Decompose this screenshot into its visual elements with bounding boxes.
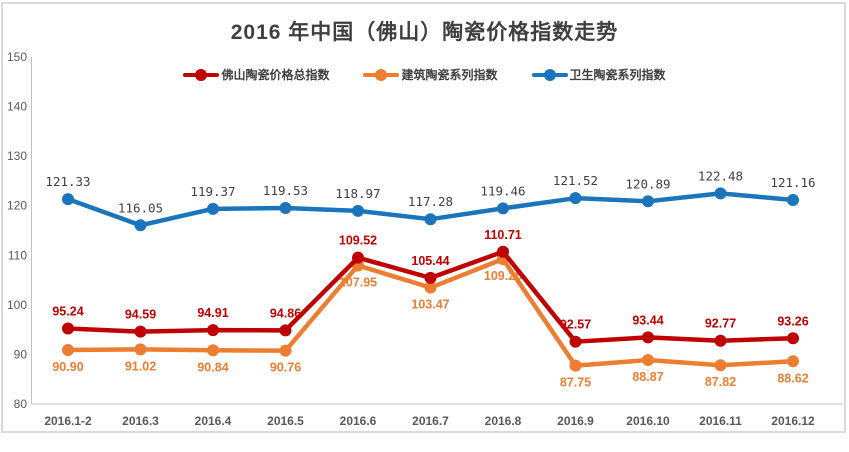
data-point-marker [207,202,219,215]
y-axis-tick-label: 80 [14,397,28,411]
data-point-label: 109.52 [339,234,377,248]
x-axis-tick-label: 2016.5 [267,414,304,428]
data-point-marker [569,359,582,372]
data-point-marker [497,202,509,215]
data-point-label: 90.76 [270,361,301,375]
legend-label: 卫生陶瓷系列指数 [569,68,666,82]
data-point-label: 94.91 [197,306,228,320]
data-point-label: 105.44 [411,254,449,268]
data-point-marker [134,325,147,338]
data-point-marker [352,251,364,264]
data-point-label: 119.37 [190,184,235,199]
data-point-marker [207,324,219,337]
data-point-label: 103.47 [411,298,449,312]
chart-legend: 佛山陶瓷价格总指数 建筑陶瓷系列指数 卫生陶瓷系列指数 [0,66,849,83]
data-point-marker [714,359,727,372]
data-point-label: 93.26 [777,314,808,328]
data-point-label: 95.24 [52,304,83,318]
x-axis-tick-label: 2016.4 [195,414,232,428]
data-point-label: 119.53 [263,183,308,198]
chart-title: 2016 年中国（佛山）陶瓷价格指数走势 [230,21,619,44]
data-point-marker [787,332,799,345]
data-point-label: 90.84 [197,360,228,374]
legend-label: 建筑陶瓷系列指数 [401,68,498,82]
y-axis-tick-label: 150 [7,50,27,64]
y-axis-tick-label: 90 [14,347,28,361]
data-point-marker [62,322,74,335]
data-point-label: 94.86 [270,306,301,320]
data-point-marker [569,335,582,348]
legend-line-dot-marker [183,68,220,81]
data-point-marker [787,193,799,206]
data-point-label: 87.82 [705,375,736,389]
data-point-label: 121.33 [45,174,90,189]
data-point-label: 110.71 [484,228,522,242]
x-axis-tick-label: 2016.11 [699,414,742,428]
x-axis-tick-label: 2016.7 [412,414,449,428]
data-point-marker [62,193,74,206]
y-axis-tick-label: 140 [7,100,27,114]
y-axis-tick-label: 110 [8,248,27,262]
data-point-label: 91.02 [125,359,156,373]
data-point-label: 116.05 [118,200,163,215]
data-point-label: 92.77 [705,317,736,331]
data-point-marker [352,204,364,217]
y-axis-tick-label: 130 [7,149,27,163]
data-point-label: 117.28 [408,194,453,209]
x-axis-tick-label: 2016.8 [485,414,522,428]
x-axis-tick-label: 2016.12 [771,414,815,428]
data-point-marker [424,271,437,284]
data-point-marker [714,334,727,347]
data-point-marker [569,192,582,205]
x-axis-tick-label: 2016.3 [122,414,159,428]
data-point-label: 94.59 [125,308,156,322]
legend-line-dot-marker [363,68,400,81]
legend-label: 佛山陶瓷价格总指数 [221,68,330,82]
data-point-label: 92.57 [560,318,591,332]
data-point-marker [642,195,654,208]
data-point-label: 119.46 [480,183,525,198]
legend-item-total-index: 佛山陶瓷价格总指数 [183,66,329,83]
y-axis-tick-label: 120 [7,199,27,213]
data-point-label: 122.48 [698,168,743,183]
data-point-marker [279,202,292,215]
data-point-marker [424,213,437,226]
data-point-label: 90.90 [52,360,83,374]
data-point-marker [424,281,437,294]
data-point-marker [279,344,292,357]
data-point-marker [787,355,799,368]
data-point-marker [279,324,292,337]
x-axis-tick-label: 2016.10 [626,414,670,428]
data-point-label: 120.89 [625,176,670,191]
data-point-marker [642,354,654,367]
data-point-label: 88.62 [777,371,808,385]
data-point-label: 118.97 [335,186,380,201]
data-point-label: 87.75 [560,376,591,390]
x-axis-tick-label: 2016.9 [557,414,594,428]
data-point-marker [642,331,654,344]
data-point-marker [134,219,147,232]
data-point-marker [134,343,147,356]
data-point-marker [207,344,219,357]
data-point-label: 121.52 [553,173,598,188]
data-point-marker [714,187,727,200]
data-point-label: 121.16 [770,175,815,190]
data-point-marker [62,343,74,356]
y-axis-tick-label: 100 [7,298,27,312]
x-axis-tick-label: 2016.6 [340,414,377,428]
x-axis-tick-label: 2016.1-2 [44,414,92,428]
legend-item-building-index: 建筑陶瓷系列指数 [363,66,498,83]
legend-item-sanitary-index: 卫生陶瓷系列指数 [531,66,666,83]
data-point-label: 93.44 [632,313,663,327]
legend-line-dot-marker [531,68,568,81]
data-point-label: 88.87 [632,370,663,384]
data-point-marker [497,245,509,258]
